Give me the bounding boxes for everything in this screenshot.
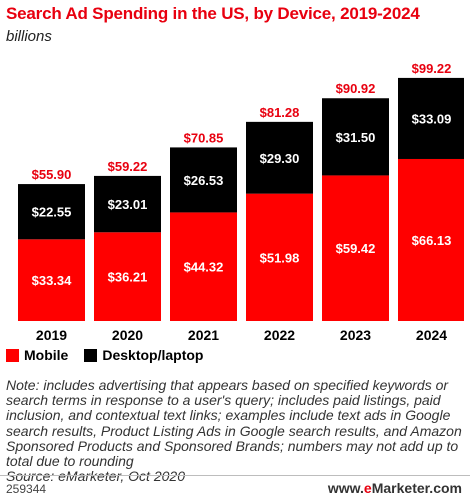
bar-mobile-2020 [94,232,161,321]
data-label-mobile-2019: $33.34 [32,273,73,288]
bar-desktop-2019 [18,184,85,240]
total-label-2024: $99.22 [412,61,452,76]
legend-item-desktop: Desktop/laptop [84,347,203,363]
chart-title: Search Ad Spending in the US, by Device,… [6,4,420,23]
plot-area: $33.34 $22.55 $55.90 $36.21 $23.01 $59.22 $44.… [6,57,464,343]
x-tick-label-2024: 2024 [415,327,448,343]
x-tick-label-2020: 2020 [111,327,144,343]
source-text: Source: eMarketer, Oct 2020 [6,468,185,485]
data-label-desktop-2021: $26.53 [184,173,224,188]
x-tick-label-2021: 2021 [187,327,220,343]
bar-mobile-2021 [170,212,237,321]
total-label-2019: $55.90 [32,167,72,182]
stacked-bar-chart: $33.34 $22.55 $55.90 $36.21 $23.01 $59.22 $44.… [18,61,464,321]
legend-swatch-mobile [6,348,19,362]
brand-logo: www.eMarketer.com [328,480,462,496]
x-tick-label-2023: 2023 [339,327,372,343]
total-label-2021: $70.85 [184,130,224,145]
data-label-desktop-2019: $22.55 [32,205,72,220]
x-tick-label-2019: 2019 [35,327,68,343]
chart-note: Note: includes advertising that appears … [6,377,466,485]
bar-desktop-2024 [398,77,464,159]
legend-label-mobile: Mobile [24,347,69,363]
data-label-mobile-2023: $59.42 [336,241,376,256]
brand-accent: e [363,480,372,496]
data-label-mobile-2024: $66.13 [412,233,452,248]
bar-desktop-2020 [94,175,161,233]
bar-desktop-2023 [322,98,389,176]
footer: 259344 www.eMarketer.com [0,475,470,501]
data-label-desktop-2020: $23.01 [108,197,148,212]
bar-mobile-2024 [398,158,464,321]
data-label-mobile-2021: $44.32 [184,260,224,275]
legend-label-desktop: Desktop/laptop [102,347,204,363]
bar-desktop-2022 [246,121,313,194]
brand-prefix: www. [327,480,364,496]
bar-mobile-2022 [246,193,313,321]
brand-suffix: Marketer.com [371,480,462,496]
bar-mobile-2019 [18,239,85,321]
chart-subtitle: billions [6,28,52,45]
total-label-2023: $90.92 [336,81,376,96]
bar-mobile-2023 [322,175,389,321]
data-label-mobile-2020: $36.21 [108,270,148,285]
legend: Mobile Desktop/laptop [6,346,219,364]
bar-desktop-2021 [170,147,237,213]
data-label-desktop-2023: $31.50 [336,130,376,145]
total-label-2022: $81.28 [260,105,300,120]
note-text: Note: includes advertising that appears … [6,377,462,470]
data-label-desktop-2024: $33.09 [412,111,452,126]
x-tick-label-2022: 2022 [263,327,296,343]
data-label-desktop-2022: $29.30 [260,151,300,166]
legend-item-mobile: Mobile [6,347,68,363]
chart-id: 259344 [6,482,47,496]
total-label-2020: $59.22 [108,159,148,174]
data-label-mobile-2022: $51.98 [260,250,300,265]
legend-swatch-desktop [84,348,98,362]
